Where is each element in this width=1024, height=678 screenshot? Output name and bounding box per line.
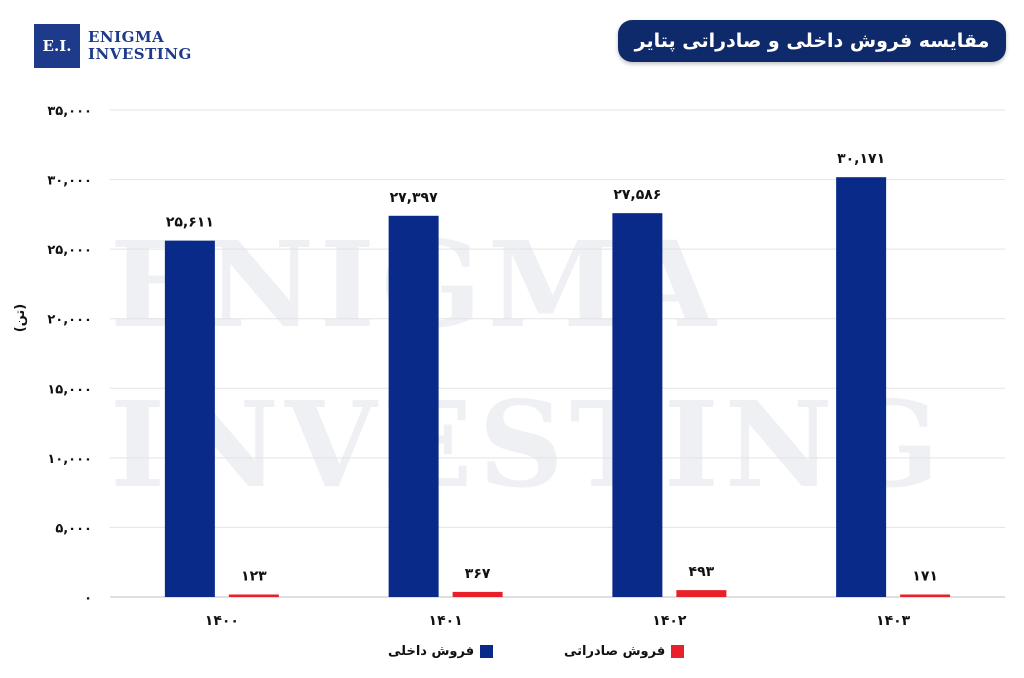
data-label: ۴۹۳ (689, 564, 715, 580)
bar-export (676, 590, 727, 597)
data-label: ۳۶۷ (465, 566, 491, 582)
bar-export (452, 591, 503, 597)
data-label: ۳۰,۱۷۱ (837, 151, 885, 167)
legend-label-export: فروش صادراتی (564, 644, 666, 659)
x-axis: ۱۴۰۰ ۱۴۰۱ ۱۴۰۲ ۱۴۰۳ (205, 613, 911, 629)
bar-domestic (612, 213, 663, 597)
x-tick-label: ۱۴۰۳ (876, 613, 911, 629)
bar-export (228, 594, 279, 597)
x-tick-label: ۱۴۰۱ (429, 613, 463, 629)
y-tick-label: ۳۵,۰۰۰ (47, 104, 92, 119)
legend-swatch-domestic (480, 645, 494, 658)
bar-domestic (164, 240, 215, 597)
y-tick-label: ۲۰,۰۰۰ (47, 313, 92, 328)
data-label: ۲۵,۶۱۱ (166, 215, 214, 231)
x-tick-label: ۱۴۰۰ (205, 613, 239, 629)
logo-mark: E.I. (34, 24, 80, 68)
chart-title: مقایسه فروش داخلی و صادراتی پتایر (618, 20, 1006, 62)
x-tick-label: ۱۴۰۲ (652, 613, 687, 629)
data-label: ۲۷,۵۸۶ (613, 187, 661, 203)
data-label: ۱۷۱ (912, 569, 938, 585)
y-axis-label: (تن) (13, 304, 28, 333)
y-tick-label: ۳۰,۰۰۰ (47, 174, 92, 189)
bar-export (900, 594, 951, 597)
logo-line-1: Enigma (88, 28, 165, 46)
legend-item-export: فروش صادراتی (564, 644, 685, 659)
data-label: ۲۷,۳۹۷ (390, 190, 438, 206)
bar-domestic (836, 177, 887, 598)
logo-line-2: Investing (88, 45, 192, 63)
brand-logo: E.I. Enigma Investing (34, 24, 192, 68)
bar-domestic (388, 215, 439, 597)
logo-text: Enigma Investing (88, 29, 192, 63)
y-tick-label: ۲۵,۰۰۰ (47, 243, 92, 258)
legend-item-domestic: فروش داخلی (388, 644, 494, 659)
y-tick-label: ۰ (84, 591, 92, 606)
y-tick-label: ۵,۰۰۰ (55, 521, 92, 536)
data-label: ۱۲۳ (241, 569, 267, 585)
data-labels: ۲۵,۶۱۱ ۱۲۳ ۲۷,۳۹۷ ۳۶۷ ۲۷,۵۸۶ ۴۹۳ ۳۰,۱۷۱ ۱۷۱ (166, 151, 938, 584)
watermark-line-2: INVESTING (110, 375, 946, 514)
legend-swatch-export (671, 645, 685, 658)
bars (164, 177, 951, 598)
legend-label-domestic: فروش داخلی (388, 644, 475, 659)
y-tick-label: ۱۰,۰۰۰ (47, 452, 92, 467)
y-axis: ۰ ۵,۰۰۰ ۱۰,۰۰۰ ۱۵,۰۰۰ ۲۰,۰۰۰ ۲۵,۰۰۰ ۳۰,۰۰۰ ۳۵,۰… (47, 104, 92, 606)
y-tick-label: ۱۵,۰۰۰ (47, 382, 92, 397)
